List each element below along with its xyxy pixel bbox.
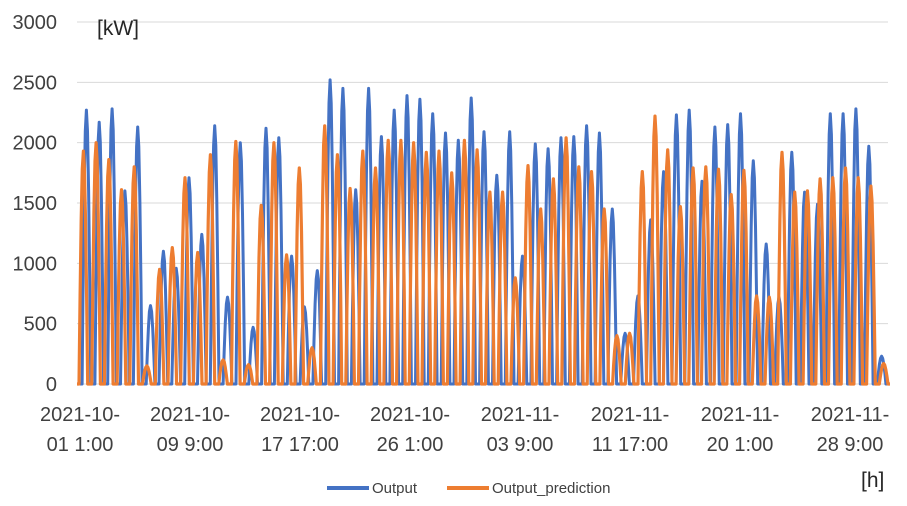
y-tick-label: 2500 xyxy=(13,72,58,94)
y-tick-label: 1000 xyxy=(13,253,58,275)
y-tick-label: 1500 xyxy=(13,193,58,215)
y-axis-ticks: 0 500 1000 1500 2000 2500 3000 xyxy=(13,12,58,396)
legend-label: Output xyxy=(372,480,418,497)
y-tick-label: 2000 xyxy=(13,133,58,155)
x-axis-label: [h] xyxy=(861,469,884,492)
legend-label: Output_prediction xyxy=(492,480,610,497)
y-axis-label: [kW] xyxy=(97,17,139,40)
y-tick-label: 0 xyxy=(46,374,57,396)
x-tick-label: 2021-11-20 1:00 xyxy=(701,404,780,456)
x-tick-label: 2021-10-09 9:00 xyxy=(150,404,230,456)
x-tick-label: 2021-10-01 1:00 xyxy=(40,404,120,456)
x-tick-label: 2021-10-26 1:00 xyxy=(370,404,450,456)
x-tick-label: 2021-11-11 17:00 xyxy=(591,404,670,456)
x-tick-label: 2021-10-17 17:00 xyxy=(260,404,340,456)
legend: Output Output_prediction xyxy=(327,480,610,497)
x-tick-label: 2021-11-28 9:00 xyxy=(811,404,890,456)
plot-area xyxy=(77,78,890,386)
y-tick-label: 500 xyxy=(24,314,57,336)
x-tick-label: 2021-11-03 9:00 xyxy=(481,404,560,456)
y-tick-label: 3000 xyxy=(13,12,58,34)
series-line-output xyxy=(80,78,888,386)
series-line-output-prediction xyxy=(77,114,890,386)
x-axis-ticks: 2021-10-01 1:00 2021-10-09 9:00 2021-10-17… xyxy=(40,404,889,456)
